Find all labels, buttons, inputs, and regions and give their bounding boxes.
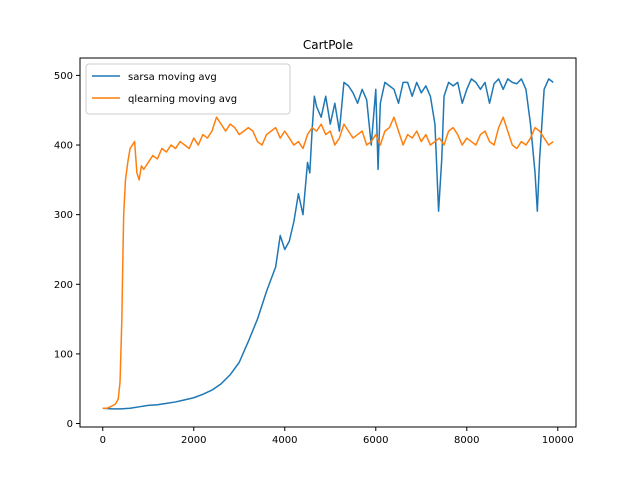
x-tick-label: 8000	[454, 435, 479, 446]
legend-box	[85, 63, 291, 115]
y-tick-label: 100	[54, 349, 73, 360]
legend: sarsa moving avg qlearning moving avg	[85, 63, 291, 115]
series-layer	[102, 78, 554, 410]
plot-frame	[79, 57, 577, 428]
y-tick-label: 300	[54, 210, 73, 221]
x-tick-label: 10000	[542, 435, 574, 446]
y-tick-label: 0	[67, 419, 73, 430]
y-axis: 0 100 200 300 400 500	[54, 71, 80, 430]
x-tick-label: 4000	[272, 435, 297, 446]
y-tick-label: 400	[54, 141, 73, 152]
series-line-sarsa	[102, 78, 554, 410]
y-tick-label: 200	[54, 280, 73, 291]
legend-label-sarsa: sarsa moving avg	[128, 72, 217, 83]
x-axis: 0 2000 4000 6000 8000 10000	[100, 427, 574, 446]
series-line-qlearning	[102, 116, 554, 409]
legend-label-qlearning: qlearning moving avg	[128, 94, 237, 105]
x-tick-label: 2000	[181, 435, 206, 446]
y-tick-label: 500	[54, 71, 73, 82]
chart-title: CartPole	[303, 38, 353, 52]
x-tick-label: 0	[100, 435, 106, 446]
x-tick-label: 6000	[363, 435, 388, 446]
